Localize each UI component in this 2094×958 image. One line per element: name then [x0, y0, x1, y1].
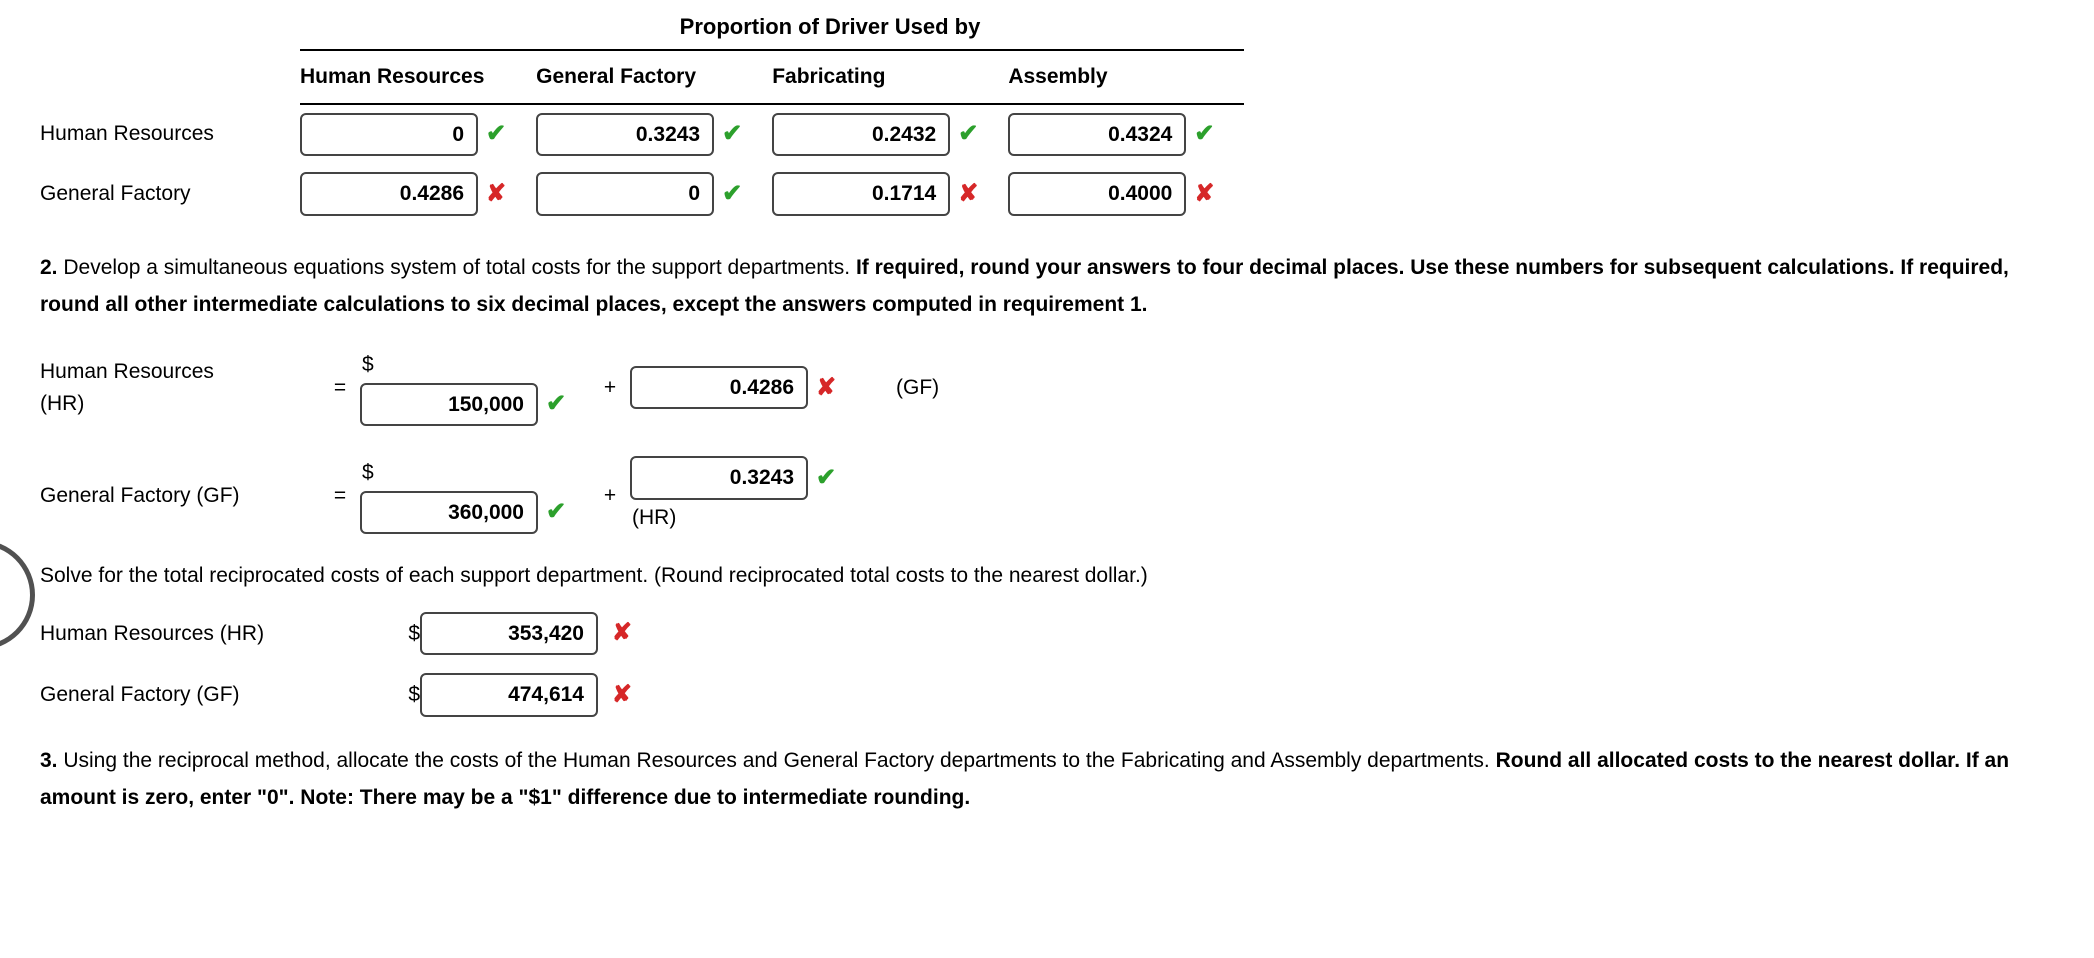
dollar-sign: $: [362, 349, 374, 381]
recip-hr-label: Human Resources (HR): [40, 618, 380, 650]
gf-equation-label: General Factory (GF): [40, 480, 320, 512]
hr-hint: (HR): [632, 502, 676, 534]
check-icon: ✔: [816, 460, 836, 496]
check-icon: ✔: [958, 116, 978, 152]
proportion-input[interactable]: 0: [536, 172, 714, 216]
x-icon: ✘: [612, 677, 632, 713]
gf-hint: (GF): [896, 372, 970, 404]
q3-text-a: Using the reciprocal method, allocate th…: [58, 749, 1496, 772]
check-icon: ✔: [722, 116, 742, 152]
dollar-sign: $: [380, 618, 420, 650]
equals-sign: =: [320, 372, 360, 404]
x-icon: ✘: [816, 370, 836, 406]
gf-coef-input[interactable]: 0.3243: [630, 456, 808, 500]
table-title: Proportion of Driver Used by: [330, 10, 1330, 43]
recip-gf-input[interactable]: 474,614: [420, 673, 598, 717]
proportion-input[interactable]: 0.4324: [1008, 113, 1186, 157]
check-icon: ✔: [486, 116, 506, 152]
check-icon: ✔: [722, 176, 742, 212]
row-label: General Factory: [40, 164, 300, 224]
partial-circle-decoration: [0, 540, 35, 650]
plus-sign: +: [590, 372, 630, 404]
proportion-table: Human Resources General Factory Fabricat…: [40, 49, 1244, 224]
question-2-text: 2. Develop a simultaneous equations syst…: [40, 249, 2040, 325]
q2-text-a: Develop a simultaneous equations system …: [58, 256, 856, 279]
row-label: Human Resources: [40, 104, 300, 165]
x-icon: ✘: [1194, 176, 1214, 212]
proportion-input[interactable]: 0.2432: [772, 113, 950, 157]
col-header: Assembly: [1008, 50, 1244, 104]
question-3-text: 3. Using the reciprocal method, allocate…: [40, 742, 2040, 818]
solve-instruction: Solve for the total reciprocated costs o…: [40, 560, 2074, 592]
proportion-input[interactable]: 0.3243: [536, 113, 714, 157]
hr-equation-label-a: Human Resources: [40, 356, 214, 388]
question-number: 3.: [40, 749, 58, 772]
x-icon: ✘: [958, 176, 978, 212]
check-icon: ✔: [1194, 116, 1214, 152]
proportion-input[interactable]: 0: [300, 113, 478, 157]
col-header: General Factory: [536, 50, 772, 104]
recip-hr-input[interactable]: 353,420: [420, 612, 598, 656]
question-number: 2.: [40, 256, 58, 279]
proportion-input[interactable]: 0.4000: [1008, 172, 1186, 216]
hr-cost-input[interactable]: 150,000: [360, 383, 538, 427]
col-header: Fabricating: [772, 50, 1008, 104]
proportion-input[interactable]: 0.1714: [772, 172, 950, 216]
equations-grid: Human Resources (HR) = $ 150,000 ✔ + 0.4…: [40, 349, 2074, 535]
hr-equation-label-b: (HR): [40, 388, 84, 420]
check-icon: ✔: [546, 494, 566, 530]
plus-sign: +: [590, 480, 630, 512]
reciprocated-costs: Human Resources (HR) $ 353,420 ✘ General…: [40, 612, 2074, 717]
col-header: Human Resources: [300, 50, 536, 104]
x-icon: ✘: [486, 176, 506, 212]
x-icon: ✘: [612, 615, 632, 651]
gf-cost-input[interactable]: 360,000: [360, 491, 538, 535]
hr-coef-input[interactable]: 0.4286: [630, 366, 808, 410]
recip-gf-label: General Factory (GF): [40, 679, 380, 711]
proportion-input[interactable]: 0.4286: [300, 172, 478, 216]
dollar-sign: $: [380, 679, 420, 711]
dollar-sign: $: [362, 457, 374, 489]
check-icon: ✔: [546, 386, 566, 422]
equals-sign: =: [320, 480, 360, 512]
